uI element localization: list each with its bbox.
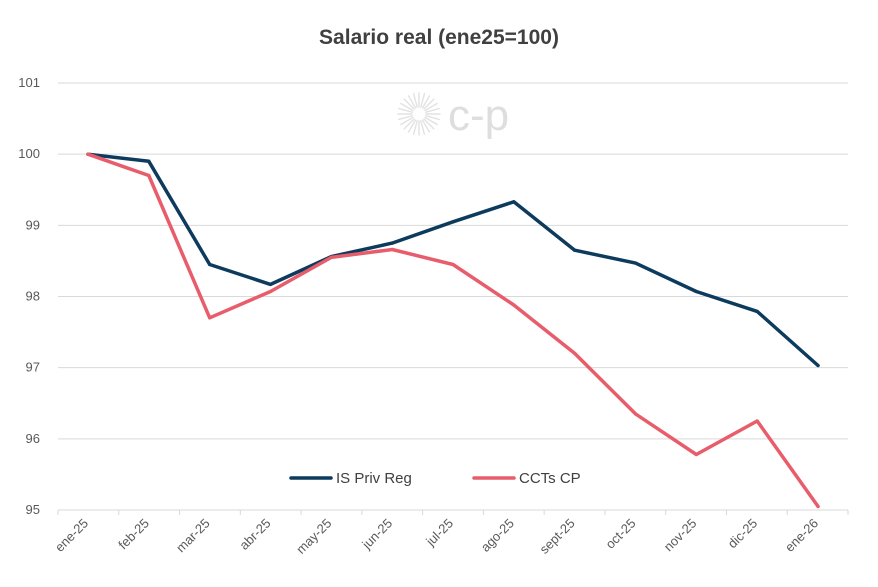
series-line-is-priv-reg <box>86 152 820 368</box>
sun-ray <box>425 107 440 113</box>
data-point-ccts-cp <box>390 247 394 252</box>
x-tick-label: may-25 <box>293 516 334 557</box>
sun-ray <box>400 116 414 126</box>
y-tick-label: 97 <box>26 360 40 375</box>
data-point-ccts-cp <box>86 152 90 156</box>
data-point-is-priv-reg <box>268 282 273 287</box>
data-point-ccts-cp <box>329 255 333 259</box>
data-point-ccts-cp <box>573 351 577 356</box>
data-point-is-priv-reg <box>451 220 455 224</box>
y-axis-ticks: 95 96 97 98 99 100 101 <box>18 75 40 517</box>
sun-ray <box>425 115 440 121</box>
data-point-ccts-cp <box>512 303 516 307</box>
sun-icon <box>397 92 441 136</box>
data-point-ccts-cp <box>268 289 273 294</box>
x-tick-label: oct-25 <box>602 516 638 552</box>
x-tick-label: nov-25 <box>661 516 700 555</box>
x-axis-ticks: ene-25 feb-25 mar-25 abr-25 may-25 jun-25 jul-… <box>52 510 849 557</box>
y-tick-label: 99 <box>26 217 40 232</box>
series-line-ccts-cp <box>86 152 820 509</box>
data-point-is-priv-reg <box>573 248 577 252</box>
y-tick-label: 98 <box>26 289 40 304</box>
data-point-is-priv-reg <box>755 309 759 314</box>
sun-ray <box>398 115 413 121</box>
data-point-ccts-cp <box>451 262 455 267</box>
data-point-ccts-cp <box>694 452 698 457</box>
legend-label: CCTs CP <box>519 470 581 487</box>
legend: IS Priv Reg CCTs CP <box>289 470 581 487</box>
x-tick-label: abr-25 <box>236 516 273 553</box>
sun-ray <box>424 102 438 112</box>
y-tick-label: 96 <box>26 431 40 446</box>
sun-ray <box>420 93 426 108</box>
sun-ray <box>423 98 435 110</box>
watermark-text: c-p <box>448 91 509 140</box>
sun-ray <box>421 95 431 109</box>
data-point-is-priv-reg <box>390 241 394 245</box>
sun-ray <box>400 102 414 112</box>
grid <box>58 82 848 511</box>
x-tick-label: sept-25 <box>537 516 578 557</box>
y-tick-label: 100 <box>18 146 40 161</box>
data-point-ccts-cp <box>147 173 151 178</box>
sun-ray <box>403 98 415 110</box>
sun-ray <box>423 118 435 130</box>
sun-ray <box>420 120 426 135</box>
sun-ray <box>412 93 418 108</box>
x-tick-label: jun-25 <box>358 516 395 553</box>
data-point-is-priv-reg <box>633 261 638 265</box>
x-tick-label: ago-25 <box>478 516 517 555</box>
x-tick-label: ene-25 <box>52 516 91 555</box>
data-point-is-priv-reg <box>816 363 820 368</box>
data-point-ccts-cp <box>633 412 638 416</box>
watermark-logo: c-p <box>397 91 509 140</box>
data-point-is-priv-reg <box>694 289 698 294</box>
sun-ray <box>412 120 418 135</box>
data-point-is-priv-reg <box>208 262 212 267</box>
sun-ray <box>407 95 417 109</box>
data-point-ccts-cp <box>816 504 820 509</box>
data-point-is-priv-reg <box>512 200 516 204</box>
sun-ray <box>398 107 413 113</box>
series-lines <box>86 152 820 509</box>
legend-label: IS Priv Reg <box>336 470 412 487</box>
data-point-is-priv-reg <box>147 159 151 163</box>
data-point-ccts-cp <box>208 316 212 320</box>
sun-ray <box>407 119 417 133</box>
sun-ray <box>421 119 431 133</box>
data-point-ccts-cp <box>755 419 759 423</box>
x-tick-label: dic-25 <box>725 516 761 552</box>
x-tick-label: mar-25 <box>173 516 213 556</box>
sun-ray <box>403 118 415 130</box>
y-tick-label: 101 <box>18 75 40 90</box>
chart-title: Salario real (ene25=100) <box>319 26 559 49</box>
sun-ray <box>424 116 438 126</box>
y-tick-label: 95 <box>26 502 40 517</box>
x-tick-label: feb-25 <box>115 516 152 553</box>
x-tick-label: ene-26 <box>782 516 821 555</box>
x-tick-label: jul-25 <box>422 516 456 550</box>
